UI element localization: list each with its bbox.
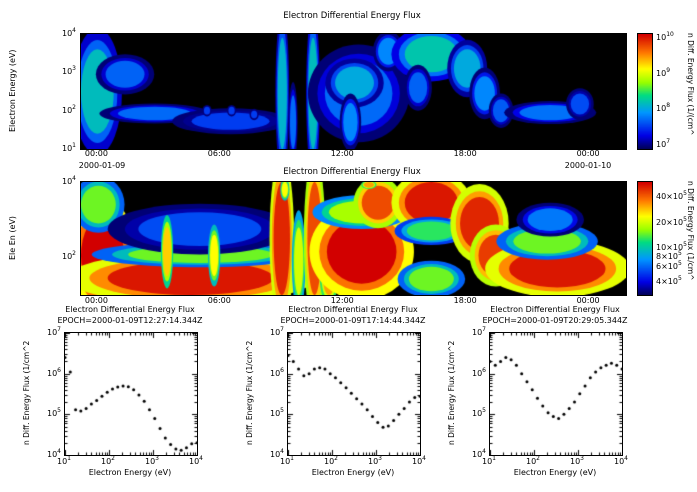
top-spectrogram-title: Electron Differential Energy Flux <box>283 11 421 21</box>
y-tick-label: 104 <box>61 27 76 38</box>
x-tick-label: 104 <box>188 455 204 466</box>
x-tick-label: 18:00 <box>453 149 477 158</box>
mid-colorbar-label: n Diff. Energy Flux (1/cm^ <box>686 181 695 281</box>
x-tick-label: 18:00 <box>453 296 477 305</box>
cut-2-epoch: EPOCH=2000-01-09T17:14:44.344Z <box>280 316 426 325</box>
x-tick-label: 102 <box>323 455 339 466</box>
colorbar-tick-label: 8×105 <box>656 249 682 261</box>
colorbar-tick-label: 1010 <box>656 30 674 42</box>
top-colorbar-canvas <box>637 33 653 150</box>
colorbar-tick-label: 109 <box>656 66 671 78</box>
y-tick-label: 105 <box>269 407 284 419</box>
x-tick-label: 103 <box>367 455 383 466</box>
x-tick-label: 101 <box>481 455 497 466</box>
x-tick-label: 104 <box>613 455 629 466</box>
x-tick-label: 103 <box>569 455 585 466</box>
cut-1-xlabel: Electron Energy (eV) <box>88 468 172 477</box>
x-tick-label: 06:00 <box>207 296 231 305</box>
top-spectrogram-ylabel: Electron Energy (eV) <box>8 49 17 132</box>
x-tick-label: 00:00 <box>576 296 600 305</box>
cut-3-epoch: EPOCH=2000-01-09T20:29:05.344Z <box>482 316 628 325</box>
cut-1-epoch: EPOCH=2000-01-09T12:27:14.344Z <box>57 316 203 325</box>
x-tick-label: 103 <box>144 455 160 466</box>
y-tick-label: 103 <box>61 65 76 77</box>
y-tick-label: 106 <box>269 366 284 378</box>
y-tick-label: 102 <box>61 103 76 115</box>
colorbar-tick-label: 6×105 <box>656 260 682 271</box>
cut-1-title: Electron Differential Energy Flux <box>65 305 195 314</box>
cut-2-xlabel: Electron Energy (eV) <box>311 468 395 477</box>
colorbar-tick-label: 108 <box>656 102 671 114</box>
x-tick-label: 102 <box>525 455 541 466</box>
x-tick-label: 104 <box>411 455 427 466</box>
mid-colorbar-canvas <box>637 181 653 296</box>
x-tick-label: 00:00 <box>576 149 600 158</box>
top-spectrogram-canvas <box>80 33 627 150</box>
colorbar-tick-label: 4×105 <box>656 275 682 286</box>
cut-3-xlabel: Electron Energy (eV) <box>513 468 597 477</box>
x-tick-label: 00:00 <box>84 296 108 305</box>
y-tick-label: 104 <box>269 448 284 459</box>
cut-3-canvas <box>489 332 623 456</box>
date-right-label: 2000-01-10 <box>564 161 612 170</box>
mid-spectrogram-title: Electron Differential Energy Flux <box>283 167 421 177</box>
cut-1-ylabel: n Diff. Energy Flux (1/cm^2 <box>22 340 31 446</box>
colorbar-tick-label: 40×105 <box>656 190 687 201</box>
y-tick-label: 105 <box>46 407 61 419</box>
cut-2-ylabel: n Diff. Energy Flux (1/cm^2 <box>245 340 254 446</box>
y-tick-label: 102 <box>61 250 76 262</box>
y-tick-label: 106 <box>471 366 486 378</box>
x-tick-label: 12:00 <box>330 149 354 158</box>
cut-3-title: Electron Differential Energy Flux <box>490 305 620 314</box>
x-tick-label: 101 <box>56 455 72 466</box>
cut-3-ylabel: n Diff. Energy Flux (1/cm^2 <box>447 340 456 446</box>
y-tick-label: 104 <box>46 448 61 459</box>
x-tick-label: 00:00 <box>84 149 108 158</box>
x-tick-label: 101 <box>279 455 295 466</box>
colorbar-tick-label: 20×105 <box>656 215 687 227</box>
y-tick-label: 107 <box>46 326 61 337</box>
y-tick-label: 106 <box>46 366 61 378</box>
y-tick-label: 107 <box>471 326 486 337</box>
cut-2-title: Electron Differential Energy Flux <box>288 305 418 314</box>
y-tick-label: 107 <box>269 326 284 337</box>
y-tick-label: 104 <box>61 175 76 186</box>
x-tick-label: 12:00 <box>330 296 354 305</box>
colorbar-tick-label: 107 <box>656 138 671 150</box>
top-colorbar-label: n Diff. Energy Flux (1/(cm^ <box>686 33 695 136</box>
cut-2-canvas <box>287 332 421 456</box>
y-tick-label: 105 <box>471 407 486 419</box>
y-tick-label: 101 <box>61 142 76 153</box>
mid-spectrogram-ylabel: Ele En (eV) <box>8 215 17 260</box>
x-tick-label: 102 <box>100 455 116 466</box>
colorbar-tick-label: 10×105 <box>656 241 687 253</box>
date-left-label: 2000-01-09 <box>78 161 126 170</box>
mid-spectrogram-canvas <box>80 181 627 296</box>
y-tick-label: 104 <box>471 448 486 459</box>
x-tick-label: 06:00 <box>207 149 231 158</box>
cut-1-canvas <box>64 332 198 456</box>
